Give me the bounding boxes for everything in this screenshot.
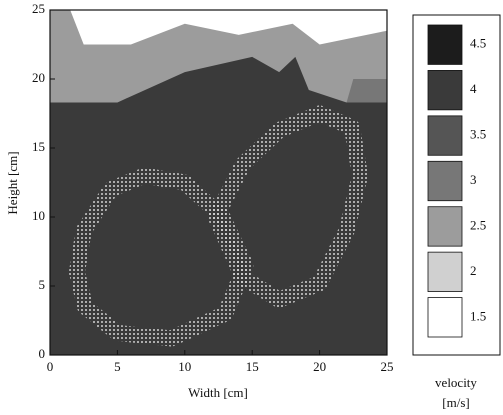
x-tick-label: 10: [178, 359, 191, 374]
y-tick-label: 15: [32, 139, 45, 154]
x-tick-label: 20: [313, 359, 326, 374]
colorbar-unit: [m/s]: [442, 395, 469, 410]
y-tick-label: 5: [39, 277, 46, 292]
x-axis-label: Width [cm]: [188, 385, 248, 400]
colorbar-swatch: [428, 70, 462, 109]
colorbar-swatch: [428, 161, 462, 200]
colorbar-label: 2: [470, 263, 477, 278]
y-tick-label: 0: [39, 346, 46, 361]
colorbar-label: 2.5: [470, 217, 486, 232]
y-tick-label: 25: [32, 1, 45, 16]
y-axis-label: Height [cm]: [5, 151, 20, 214]
y-tick-label: 10: [32, 208, 45, 223]
x-tick-label: 5: [114, 359, 121, 374]
colorbar-swatch: [428, 25, 462, 64]
colorbar-swatch: [428, 298, 462, 337]
colorbar-title: velocity: [435, 375, 477, 390]
colorbar-swatch: [428, 207, 462, 246]
colorbar-swatch: [428, 252, 462, 291]
chart: Width [cm] Height [cm] velocity [m/s] 0 5…: [0, 0, 503, 415]
colorbar-label: 3.5: [470, 127, 486, 142]
x-tick-label: 15: [246, 359, 259, 374]
y-tick-label: 20: [32, 70, 45, 85]
colorbar-label: 4: [470, 81, 477, 96]
plot-area: [50, 10, 387, 355]
x-tick-label: 0: [47, 359, 54, 374]
colorbar-label: 4.5: [470, 36, 486, 51]
colorbar-label: 3: [470, 172, 477, 187]
colorbar-label: 1.5: [470, 308, 486, 323]
x-tick-label: 25: [381, 359, 394, 374]
colorbar-swatch: [428, 116, 462, 155]
contour-region: [347, 79, 387, 102]
